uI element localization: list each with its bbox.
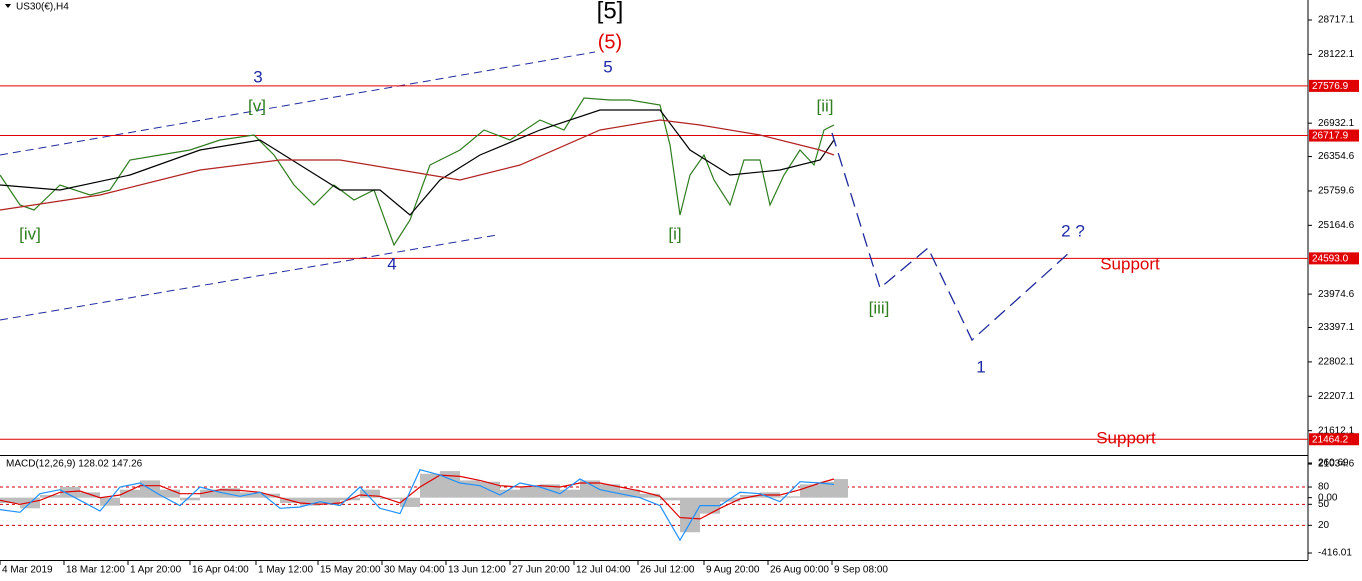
wave-label: [iii] [869, 298, 890, 317]
histogram-bar [560, 489, 580, 498]
y-tick-label: 26932.1 [1318, 118, 1355, 129]
chart-title: US30(€),H4 [16, 2, 69, 13]
y-tick-label: 28122.1 [1318, 49, 1355, 60]
histogram-bar [820, 481, 834, 498]
histogram-bar [600, 484, 620, 498]
histogram-bar [100, 497, 120, 506]
indicator-line [0, 468, 835, 542]
y-tick-label: 0.00 [1318, 492, 1338, 503]
histogram-bar [260, 493, 280, 498]
histogram-bar [380, 497, 400, 499]
histogram-bar [240, 492, 260, 498]
histogram-bar [520, 487, 540, 498]
histogram-bar [660, 497, 680, 501]
histogram-bar [834, 479, 848, 498]
wave-label: Support [1096, 428, 1156, 447]
price-line [0, 119, 835, 211]
histogram-bar [300, 497, 320, 506]
wave-label: 2 ? [1061, 221, 1085, 240]
histogram-bar [500, 489, 520, 498]
x-tick-label: 30 May 04:00 [384, 565, 445, 576]
y-tick-label: 21034.6 [1318, 459, 1355, 470]
y-tick-label: 23974.6 [1318, 289, 1355, 300]
x-tick-label: 18 Mar 12:00 [66, 565, 125, 576]
x-tick-label: 13 Jun 12:00 [448, 565, 506, 576]
y-tick-label: 26354.6 [1318, 151, 1355, 162]
histogram-bar [200, 489, 220, 498]
x-tick-label: 26 Jul 12:00 [640, 565, 695, 576]
y-tick-label: 260.69 [1318, 458, 1349, 469]
level-label: 26717.9 [1312, 131, 1349, 142]
y-tick-label: 22207.1 [1318, 391, 1355, 402]
wave-label: [v] [248, 96, 266, 115]
level-label: 27576.9 [1312, 81, 1349, 92]
x-tick-label: 4 Mar 2019 [2, 565, 53, 576]
x-tick-label: 1 May 12:00 [258, 565, 313, 576]
wave-label: Support [1100, 254, 1160, 273]
level-label: 24593.0 [1312, 254, 1349, 265]
x-tick-label: 1 Apr 20:00 [130, 565, 182, 576]
wave-label: (5) [598, 31, 622, 53]
level-label-box [1309, 433, 1359, 446]
histogram-bar [400, 497, 420, 507]
y-tick-label: 50 [1318, 499, 1330, 510]
histogram-bar [0, 497, 20, 503]
histogram-bar [320, 497, 340, 505]
x-tick-label: 9 Sep 08:00 [834, 565, 888, 576]
y-tick-label: 25164.6 [1318, 220, 1355, 231]
level-label-box [1309, 79, 1359, 92]
level-label-box [1309, 252, 1359, 265]
level-label-box [1309, 129, 1359, 142]
price-line [0, 97, 835, 247]
wave-label: [ii] [817, 96, 834, 115]
histogram-bar [780, 496, 800, 498]
histogram-bar [180, 497, 200, 501]
histogram-bar [80, 492, 100, 498]
level-label: 21464.2 [1312, 434, 1349, 445]
wave-label: [i] [668, 224, 681, 243]
wave-label: 1 [976, 357, 985, 376]
forecast-line [831, 132, 1071, 342]
histogram-bar [580, 480, 600, 498]
y-tick-label: -416.01 [1318, 548, 1352, 559]
histogram-bar [420, 473, 440, 498]
y-tick-label: 21612.1 [1318, 425, 1355, 436]
wave-label: 3 [253, 67, 262, 86]
histogram-bar [160, 489, 180, 498]
histogram-bar [680, 497, 700, 533]
indicator-title: MACD(12,26,9) 128.02 147.26 [6, 459, 143, 470]
y-tick-label: 28717.1 [1318, 15, 1355, 26]
histogram-bar [60, 487, 80, 498]
x-tick-label: 9 Aug 20:00 [706, 565, 760, 576]
y-tick-label: 80 [1318, 482, 1330, 493]
x-tick-label: 27 Jun 20:00 [512, 565, 570, 576]
price-line [0, 109, 835, 216]
histogram-bar [480, 481, 500, 498]
histogram-bar [120, 489, 140, 498]
histogram-bar [620, 489, 640, 498]
histogram-bar [360, 489, 380, 498]
wave-label: 5 [603, 57, 612, 76]
histogram-bar [740, 495, 760, 498]
channel-line [0, 234, 498, 321]
histogram-bar [640, 493, 660, 498]
y-tick-label: 22802.1 [1318, 357, 1355, 368]
y-tick-label: 23397.1 [1318, 322, 1355, 333]
histogram-bar [220, 488, 240, 498]
x-tick-label: 16 Apr 04:00 [192, 565, 249, 576]
y-tick-label: 25759.6 [1318, 186, 1355, 197]
menu-arrow[interactable] [5, 4, 11, 8]
histogram-bar [540, 484, 560, 498]
wave-label: 4 [387, 254, 396, 273]
wave-label: [iv] [19, 224, 41, 243]
indicator-line [0, 474, 835, 520]
wave-label: [5] [597, 0, 624, 24]
x-tick-label: 15 May 20:00 [320, 565, 381, 576]
x-tick-label: 12 Jul 04:00 [576, 565, 631, 576]
channel-line [0, 51, 596, 156]
y-tick-label: 20 [1318, 520, 1330, 531]
x-tick-label: 26 Aug 00:00 [770, 565, 829, 576]
